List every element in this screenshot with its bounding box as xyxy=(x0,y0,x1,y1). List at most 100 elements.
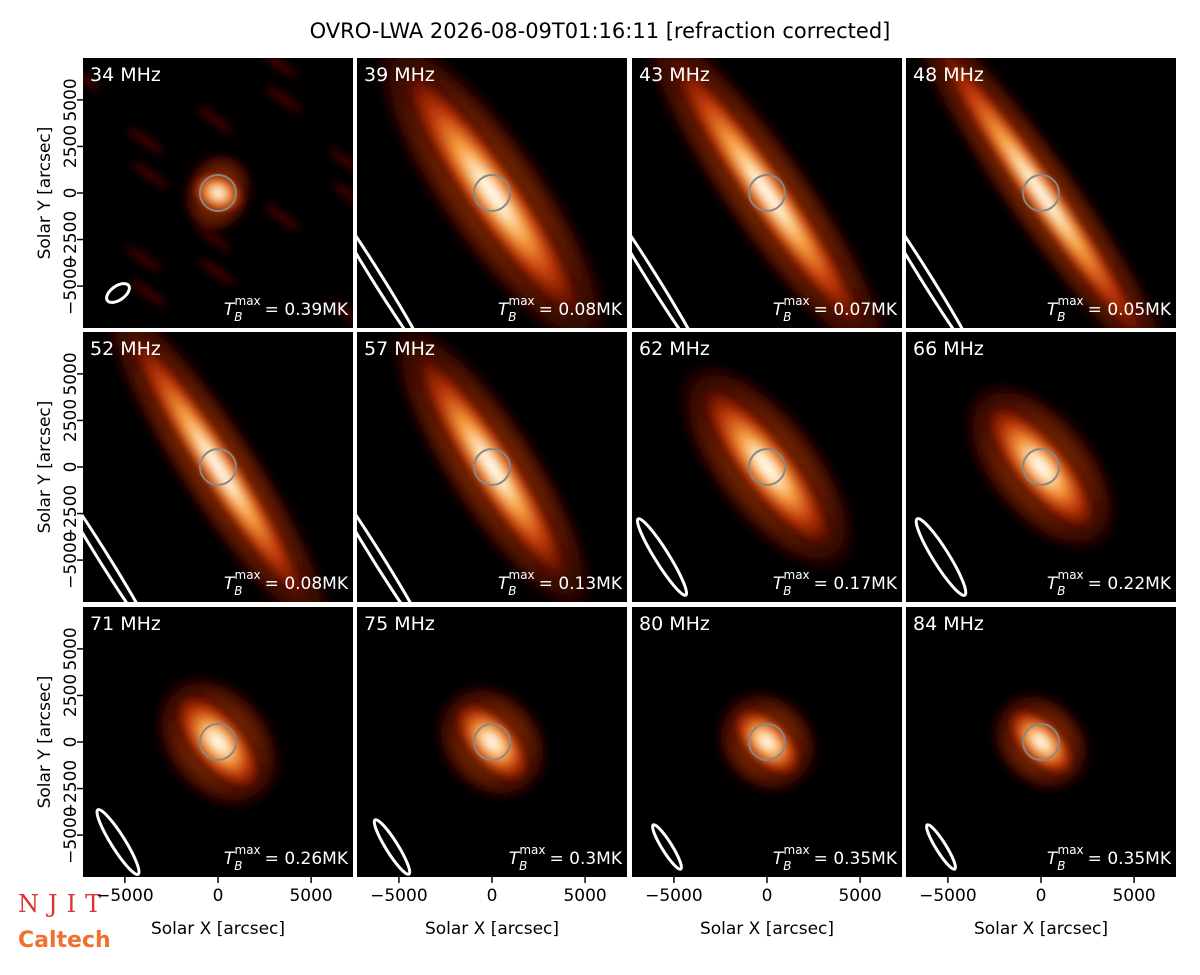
tb-max-label: TBmax = 0.08MK xyxy=(224,568,349,598)
emission-core xyxy=(979,396,1103,538)
panel: 66 MHz TBmax = 0.22MK xyxy=(906,332,1176,602)
emission xyxy=(94,332,342,602)
image xyxy=(357,58,615,328)
sidelobe xyxy=(265,85,303,113)
tb-sup: max xyxy=(1058,843,1084,857)
beam xyxy=(95,808,141,876)
frequency-label: 43 MHz xyxy=(639,64,710,86)
y-tick-label: −2500 xyxy=(61,211,81,269)
tb-symbol: T xyxy=(1047,300,1059,320)
sidelobe xyxy=(198,258,236,286)
tb-symbol: T xyxy=(1047,574,1059,594)
sidelobe xyxy=(328,148,353,176)
x-tick-label: 0 xyxy=(762,886,773,906)
tb-sub: B xyxy=(783,859,791,873)
sidelobe xyxy=(196,106,234,134)
image xyxy=(95,671,285,876)
emission xyxy=(83,58,353,328)
sidelobe xyxy=(83,64,102,92)
beam xyxy=(357,195,430,328)
image xyxy=(914,378,1122,597)
emission-core xyxy=(1002,703,1080,781)
emission xyxy=(385,332,599,602)
emission-core xyxy=(188,168,248,218)
tb-sup: max xyxy=(235,294,261,308)
tb-sup: max xyxy=(784,568,810,582)
y-axis-label: Solar Y [arcsec] xyxy=(35,127,55,260)
x-axis-label: Solar X [arcsec] xyxy=(151,919,285,939)
panel: 62 MHz TBmax = 0.17MK xyxy=(632,332,902,602)
y-tick-label: −2500 xyxy=(61,485,81,543)
x-tick-label: −5000 xyxy=(370,886,428,906)
y-tick-label: 0 xyxy=(61,462,81,473)
tb-sup: max xyxy=(519,843,545,857)
tb-max-label: TBmax = 0.17MK xyxy=(773,568,898,598)
frequency-label: 62 MHz xyxy=(639,338,710,360)
emission xyxy=(906,58,1176,328)
solar-disk xyxy=(199,174,237,212)
beam xyxy=(357,474,430,602)
x-tick-label: −5000 xyxy=(919,886,977,906)
sidelobe xyxy=(129,279,167,307)
solar-disk xyxy=(1022,723,1060,761)
panel: 39 MHz TBmax = 0.08MK xyxy=(357,58,627,328)
x-tick-label: −5000 xyxy=(96,886,154,906)
frequency-label: 66 MHz xyxy=(913,338,984,360)
image xyxy=(925,689,1094,871)
y-tick-label: 2500 xyxy=(61,125,81,168)
frequency-label: 84 MHz xyxy=(913,613,984,635)
beam xyxy=(635,517,689,597)
panel: 52 MHz TBmax = 0.08MK −5000−2500 0 2500 5000 So… xyxy=(35,332,353,602)
panel: 48 MHz TBmax = 0.05MK xyxy=(906,58,1176,328)
sidelobe xyxy=(332,182,353,210)
tb-max-label: TBmax = 0.26MK xyxy=(224,843,349,873)
tb-sup: max xyxy=(509,294,535,308)
beam xyxy=(914,517,968,597)
tb-max-label: TBmax = 0.05MK xyxy=(1047,294,1172,324)
sidelobe xyxy=(261,58,299,79)
frequency-label: 34 MHz xyxy=(90,64,161,86)
tb-max-label: TBmax = 0.39MK xyxy=(224,294,349,324)
tb-sub: B xyxy=(508,310,516,324)
solar-disk xyxy=(1022,448,1060,486)
tb-value: = 0.3MK xyxy=(550,849,623,869)
sidelobe xyxy=(330,300,353,328)
tb-symbol: T xyxy=(773,849,785,869)
emission-core xyxy=(393,58,591,328)
solar-disk xyxy=(473,448,511,486)
solar-disk xyxy=(473,723,511,761)
tb-max-label: TBmax = 0.35MK xyxy=(773,843,898,873)
image xyxy=(357,332,599,602)
tb-value: = 0.07MK xyxy=(814,300,898,320)
x-axis-label: Solar X [arcsec] xyxy=(425,919,559,939)
tb-sub: B xyxy=(783,584,791,598)
tb-sub: B xyxy=(234,310,242,324)
tb-value: = 0.13MK xyxy=(539,574,623,594)
y-axis-label: Solar Y [arcsec] xyxy=(35,676,55,809)
x-axis-label: Solar X [arcsec] xyxy=(974,919,1108,939)
figure-title: OVRO-LWA 2026-08-09T01:16:11 [refraction… xyxy=(310,19,891,43)
tb-value: = 0.26MK xyxy=(265,849,349,869)
x-tick-label: −5000 xyxy=(645,886,703,906)
emission-core xyxy=(694,378,840,556)
tb-sup: max xyxy=(509,568,535,582)
sidelobe xyxy=(125,245,163,273)
emission xyxy=(432,681,552,803)
solar-disk xyxy=(748,723,786,761)
emission-core xyxy=(922,58,1160,328)
y-tick-label: 5000 xyxy=(61,627,81,670)
tb-max-label: TBmax = 0.07MK xyxy=(773,294,898,324)
solar-disk xyxy=(1022,174,1060,212)
y-tick-label: 2500 xyxy=(61,674,81,717)
caltech-logo: Caltech xyxy=(18,928,111,953)
tb-value: = 0.17MK xyxy=(814,574,898,594)
emission xyxy=(960,378,1122,556)
x-tick-label: 5000 xyxy=(563,886,606,906)
y-tick-label: 5000 xyxy=(61,78,81,121)
tb-value: = 0.35MK xyxy=(814,849,898,869)
emission xyxy=(712,687,822,797)
tb-symbol: T xyxy=(773,300,785,320)
tb-max-label: TBmax = 0.13MK xyxy=(498,568,623,598)
